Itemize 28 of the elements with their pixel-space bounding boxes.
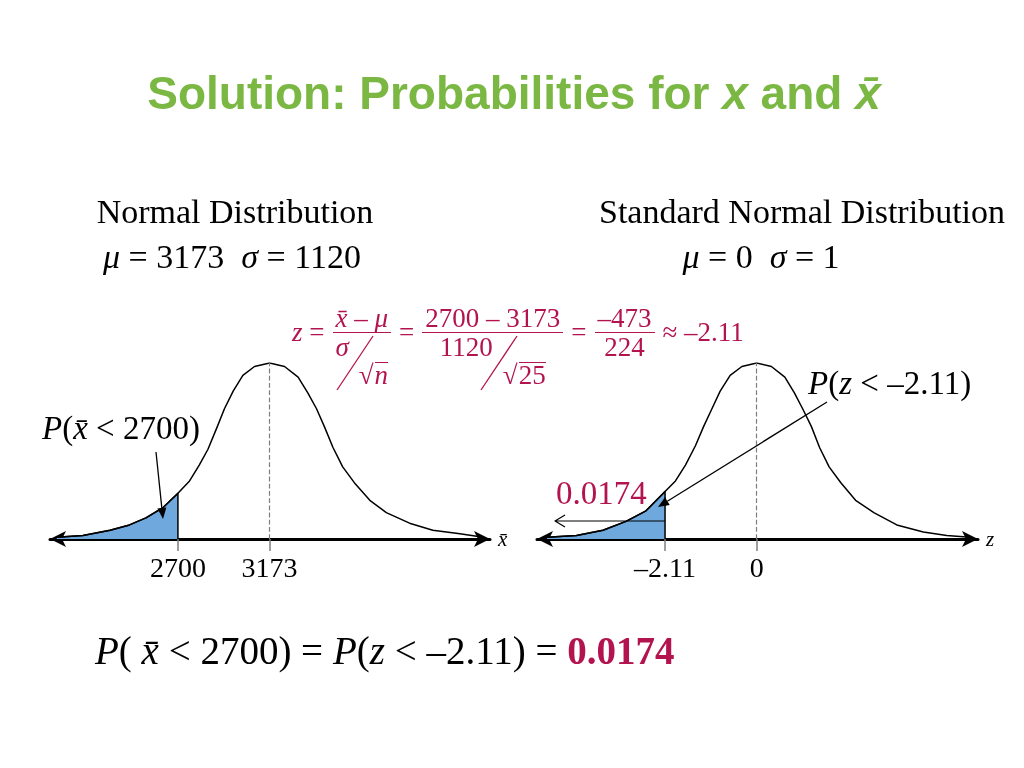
x-tick-label: 0: [749, 551, 764, 583]
chart-title: Normal Distribution: [96, 192, 374, 232]
x-tick-label: 2700: [149, 551, 206, 583]
annotation: √n: [358, 360, 389, 390]
x-tick-label: –2.11: [633, 551, 697, 583]
annotation: P(x̄ < 2700): [42, 409, 200, 448]
text: 224: [603, 332, 646, 362]
text: =: [571, 317, 587, 347]
text: –473: [594, 303, 655, 333]
annotation: P(z < –2.11): [808, 364, 972, 403]
text: P( x̄ < 2700) = P(z < –2.11) =: [95, 629, 558, 672]
annotation: √25: [502, 360, 546, 390]
text: ≈ –2.11: [662, 317, 744, 347]
text: x̄ – μ: [332, 303, 392, 333]
chart-subtitle: μ = 3173 σ = 1120: [103, 237, 361, 277]
chart-title: Standard Normal Distribution: [598, 192, 1006, 232]
text: =: [399, 317, 415, 347]
annotation: 0.0174: [556, 474, 647, 513]
text: 1120: [439, 332, 493, 362]
x-tick-label: 3173: [241, 551, 298, 583]
text: 2700 – 3173: [422, 303, 564, 333]
chart-subtitle: μ = 0 σ = 1: [682, 237, 840, 277]
text: Solution: Probabilities for x and x̄: [147, 66, 881, 121]
x-axis-title: z: [985, 527, 995, 551]
text: σ: [335, 332, 349, 362]
text: 0.0174: [567, 629, 675, 672]
text: z =: [292, 317, 325, 347]
x-axis-title: x̄: [497, 527, 508, 551]
